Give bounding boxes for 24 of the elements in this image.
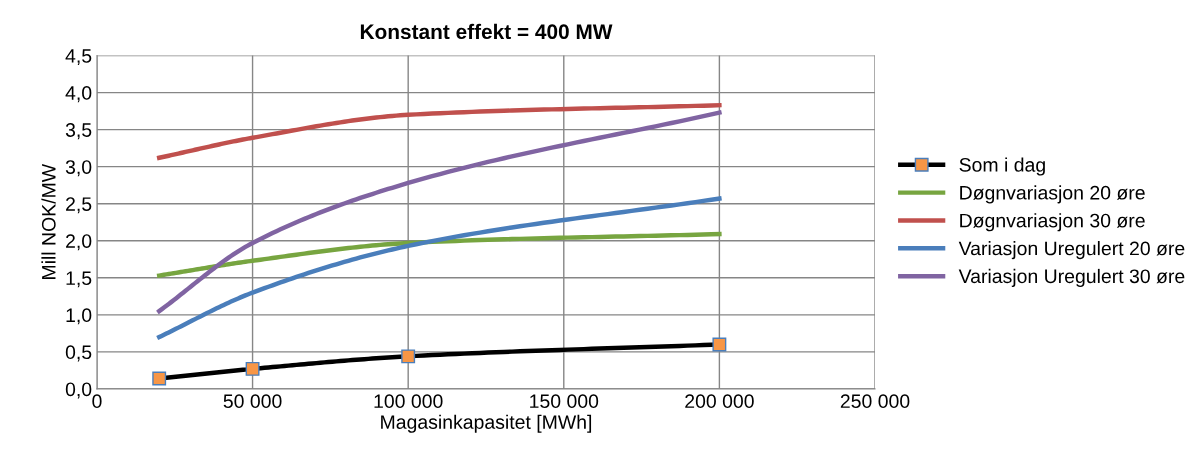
x-tick-label: 50 000 <box>223 394 282 409</box>
y-tick-label: 4,0 <box>65 86 92 103</box>
x-tick-label: 200 000 <box>685 394 754 409</box>
legend-label: Variasjon Uregulert 20 øre <box>958 241 1185 260</box>
x-tick-label: 150 000 <box>530 394 599 409</box>
y-tick-label: 0,0 <box>65 382 92 399</box>
legend-label: Som i dag <box>959 157 1045 176</box>
x-tick-label: 0 <box>92 394 102 409</box>
x-tick-label: 250 000 <box>840 394 910 409</box>
y-tick-label: 1,5 <box>66 271 92 288</box>
legend-label: Døgnvariasjon 20 øre <box>960 185 1145 204</box>
chart-title: Konstant effekt = 400 MW <box>360 23 613 40</box>
y-axis-title: Mill NOK/MW <box>41 163 56 279</box>
y-tick-label: 1,0 <box>66 308 92 325</box>
y-tick-label: 3,0 <box>65 160 92 177</box>
y-tick-label: 3,5 <box>65 123 92 140</box>
y-tick-label: 4,5 <box>65 49 92 66</box>
x-tick-label: 100 000 <box>374 394 443 409</box>
x-axis-title: Magasinkapasitet [MWh] <box>381 414 592 433</box>
y-tick-label: 0,5 <box>65 345 92 362</box>
y-tick-label: 2,5 <box>66 197 92 214</box>
y-tick-label: 2,0 <box>66 234 92 251</box>
legend-label: Variasjon Uregulert 30 øre <box>958 268 1185 287</box>
legend-label: Døgnvariasjon 30 øre <box>960 213 1145 232</box>
